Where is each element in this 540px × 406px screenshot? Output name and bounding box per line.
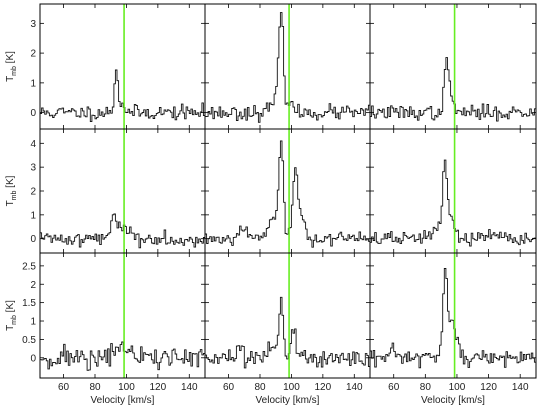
- y-axis-label-symbol: T: [5, 200, 16, 206]
- y-axis-label-subscript: mb: [11, 190, 18, 200]
- panel-frame: [204, 3, 371, 130]
- x-tick-label: 120: [150, 382, 167, 393]
- y-tick-label: 4: [30, 139, 36, 150]
- y-tick-label: 0: [30, 108, 36, 119]
- x-tick-label: 60: [388, 382, 400, 393]
- y-axis-label: Tmb [K]: [5, 300, 18, 331]
- y-tick-label: 0: [30, 353, 36, 364]
- y-tick-label: 1: [30, 317, 36, 328]
- y-axis-label-unit: [K]: [5, 51, 16, 66]
- y-tick-label: 0.5: [22, 335, 36, 346]
- x-tick-label: 120: [480, 382, 497, 393]
- x-tick-label: 60: [223, 382, 235, 393]
- x-tick-label: 100: [118, 382, 135, 393]
- spectrum-panel-r3-c1: 60 80 100 120 140 0 0.5 1 1.5 2 2.5: [22, 252, 206, 393]
- x-tick-label: 60: [58, 382, 70, 393]
- x-tick-label: 80: [254, 382, 266, 393]
- y-tick-label: 2: [30, 280, 36, 291]
- spectrum-panel-r1-c1: 0 1 2 3: [30, 3, 206, 130]
- x-axis-label: Velocity [km/s]: [256, 395, 320, 406]
- x-tick-label: 100: [449, 382, 466, 393]
- x-tick-label: 80: [420, 382, 432, 393]
- y-axis-label: Tmb [K]: [5, 51, 18, 82]
- y-tick-label: 2: [30, 187, 36, 198]
- x-tick-label: 140: [346, 382, 363, 393]
- y-axis-label-subscript: mb: [11, 66, 18, 76]
- spectrum-panel-r1-c3: [369, 3, 537, 130]
- x-tick-label: 120: [315, 382, 332, 393]
- panel-frame: [369, 252, 537, 379]
- y-tick-label: 1.5: [22, 298, 36, 309]
- y-tick-label: 3: [30, 163, 36, 174]
- x-tick-label: 140: [512, 382, 529, 393]
- x-tick-label: 100: [283, 382, 300, 393]
- y-axis-label-unit: [K]: [5, 175, 16, 190]
- y-axis-label-unit: [K]: [5, 300, 16, 315]
- y-tick-label: 2.5: [22, 261, 36, 272]
- y-tick-label: 3: [30, 19, 36, 30]
- y-tick-label: 2: [30, 49, 36, 60]
- x-axis-label: Velocity [km/s]: [421, 395, 485, 406]
- spectrum-panel-r1-c2: [204, 3, 371, 130]
- y-axis-label: Tmb [K]: [5, 175, 18, 206]
- spectrum-panel-r2-c2: [204, 128, 371, 254]
- y-tick-label: 1: [30, 210, 36, 221]
- spectrum-panel-r2-c1: 0 1 2 3 4: [30, 128, 206, 254]
- spectrum-panel-r3-c3: 60 80 100 120 140: [369, 252, 537, 393]
- spectrum-panel-r2-c3: [369, 128, 537, 254]
- spectrum-panel-r3-c2: 60 80 100 120 140: [204, 252, 371, 393]
- y-axis-label-symbol: T: [5, 325, 16, 331]
- panel-frame: [39, 128, 206, 254]
- y-axis-label-symbol: T: [5, 76, 16, 82]
- x-tick-label: 140: [181, 382, 198, 393]
- y-tick-label: 0: [30, 234, 36, 245]
- panel-frame: [39, 3, 206, 130]
- x-tick-label: 80: [89, 382, 101, 393]
- x-axis-label: Velocity [km/s]: [91, 395, 155, 406]
- y-tick-label: 1: [30, 78, 36, 89]
- y-axis-label-subscript: mb: [11, 315, 18, 325]
